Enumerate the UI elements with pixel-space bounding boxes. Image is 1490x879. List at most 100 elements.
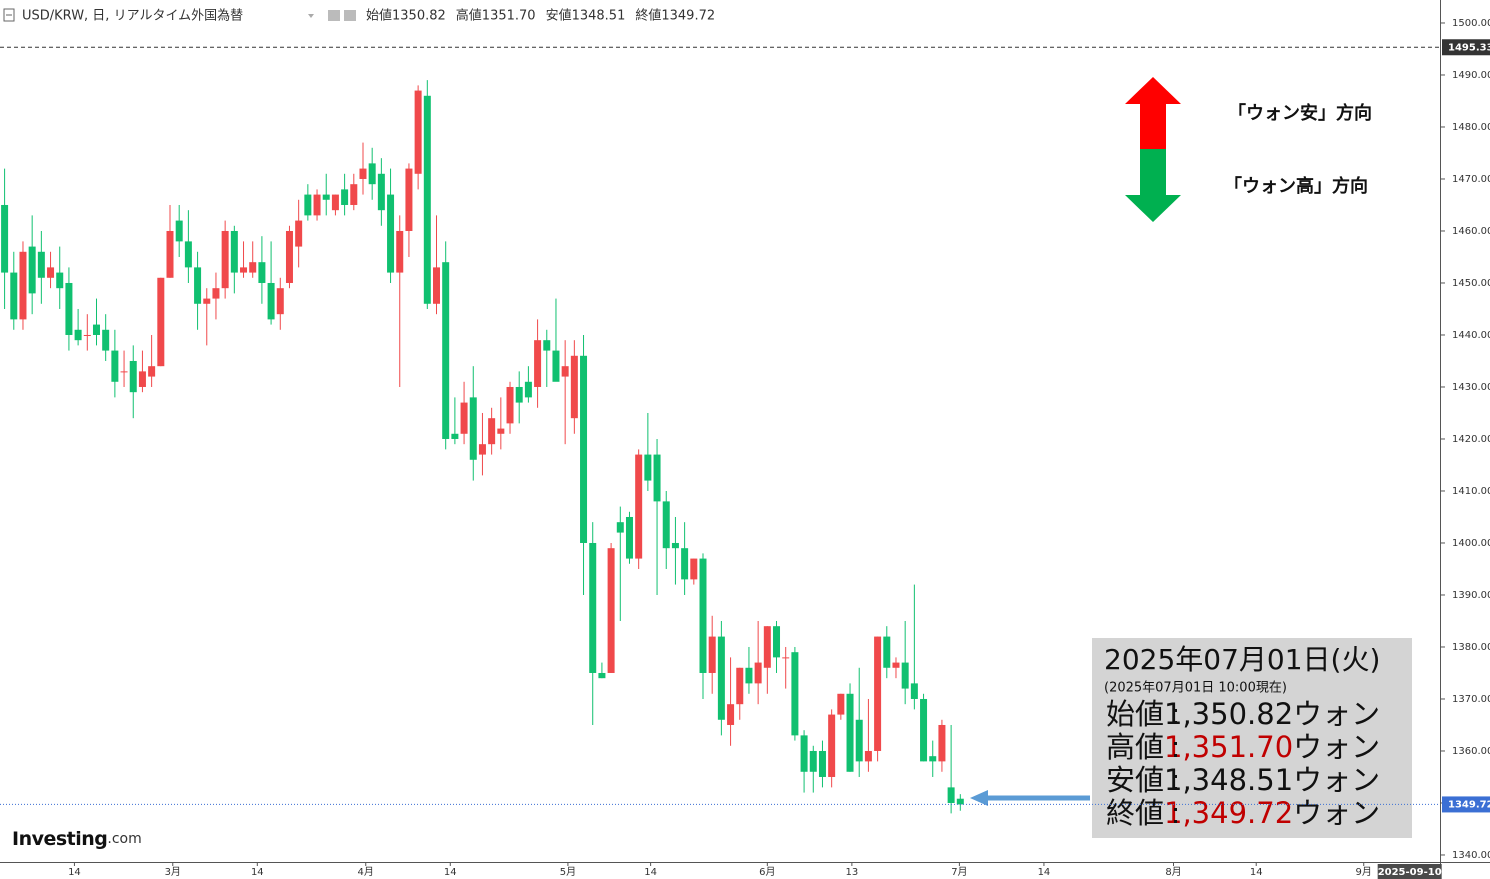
candle-body xyxy=(864,750,872,762)
x-tick-label: 7月 xyxy=(951,866,967,878)
candle-body xyxy=(699,558,707,673)
candle-body xyxy=(736,667,744,705)
candle-body xyxy=(92,324,100,335)
candle-body xyxy=(809,750,817,772)
candle-body xyxy=(304,194,312,216)
candle-body xyxy=(616,522,624,533)
info-row-value: 1,351.70 xyxy=(1164,730,1293,764)
candle-body xyxy=(635,454,643,559)
y-tick-label: 1410.00 xyxy=(1452,486,1490,497)
candle-body xyxy=(433,267,441,304)
candle-body xyxy=(423,95,431,304)
candle-body xyxy=(405,168,413,231)
candle-body xyxy=(818,750,826,777)
candle-body xyxy=(598,672,606,679)
candle-body xyxy=(754,662,762,684)
x-tick-label: 9月 xyxy=(1356,866,1372,878)
candle-body xyxy=(552,350,560,382)
candle-body xyxy=(331,194,339,211)
candle-body xyxy=(295,220,303,247)
candle-body xyxy=(791,652,799,736)
candle-body xyxy=(203,298,211,304)
separator-dot xyxy=(1174,775,1177,778)
separator-dot xyxy=(1174,754,1177,757)
header-field-label: 終値 xyxy=(635,8,661,24)
header-field-label: 始値 xyxy=(366,8,392,24)
candle-body xyxy=(653,454,661,502)
candle-body xyxy=(846,693,854,772)
candle-body xyxy=(644,454,652,481)
candle-body xyxy=(681,548,689,580)
candle-body xyxy=(543,340,551,351)
candle-body xyxy=(194,267,202,304)
candle-body xyxy=(837,693,845,715)
candle-body xyxy=(773,626,781,658)
candle-body xyxy=(589,542,597,673)
header-fields: 始値 1350.82 高値 1351.70 安値 1348.51 終値 1349.72 xyxy=(366,8,715,24)
collapse-icon[interactable] xyxy=(3,8,15,22)
y-tick-label: 1460.00 xyxy=(1452,226,1490,237)
logo-suffix: .com xyxy=(107,831,141,847)
candle-body xyxy=(341,189,349,205)
hide-icon[interactable] xyxy=(344,10,356,21)
candle-body xyxy=(65,282,73,335)
candle-body xyxy=(47,267,55,278)
candle-body xyxy=(212,288,220,299)
candle-body xyxy=(717,636,725,720)
candle-body xyxy=(763,626,771,668)
candle-body xyxy=(782,657,790,659)
candle-body xyxy=(727,704,735,725)
candle-body xyxy=(414,90,422,174)
candle-body xyxy=(442,262,450,439)
price-tag-label: 1349.72 xyxy=(1448,799,1490,810)
candle-body xyxy=(580,355,588,543)
candle-body xyxy=(901,662,909,689)
info-row-value: 1,350.82 xyxy=(1164,697,1293,731)
candle-body xyxy=(240,267,248,273)
y-tick-label: 1390.00 xyxy=(1452,590,1490,601)
info-row-value: 1,348.51 xyxy=(1164,763,1293,797)
candle-body xyxy=(102,329,110,351)
x-tick-label: 3月 xyxy=(165,866,181,878)
candle-body xyxy=(607,548,615,673)
candle-body xyxy=(874,636,882,751)
x-tick-label: 5月 xyxy=(560,866,576,878)
candle-body xyxy=(377,173,385,211)
candle-body xyxy=(157,277,165,367)
candle-body xyxy=(671,542,679,549)
x-tick-label: 8月 xyxy=(1165,866,1181,878)
logo: Investing.com xyxy=(12,828,142,850)
y-tick-label: 1420.00 xyxy=(1452,434,1490,445)
candle-body xyxy=(28,246,36,294)
y-tick-label: 1490.00 xyxy=(1452,70,1490,81)
candle-body xyxy=(892,662,900,668)
header-field-value: 1350.82 xyxy=(392,9,446,24)
candle-body xyxy=(276,288,284,315)
candle-body xyxy=(488,418,496,445)
dropdown-caret[interactable] xyxy=(308,14,314,18)
header-field-value: 1349.72 xyxy=(661,9,715,24)
candle-body xyxy=(285,230,293,283)
price-tag xyxy=(1442,39,1490,56)
y-tick-label: 1480.00 xyxy=(1452,122,1490,133)
candle-body xyxy=(19,251,27,320)
candle-body xyxy=(267,282,275,320)
settings-icon[interactable] xyxy=(328,10,340,21)
pointer-arrow-head xyxy=(970,790,988,806)
y-tick-label: 1370.00 xyxy=(1452,694,1490,705)
candle-body xyxy=(148,366,156,377)
candle-body xyxy=(745,667,753,684)
down-arrow xyxy=(1125,149,1181,222)
header-title: USD/KRW, 日, リアルタイム外国為替 xyxy=(22,8,243,24)
candle-body xyxy=(910,683,918,699)
info-row-unit: ウォン xyxy=(1293,796,1380,830)
info-row: 高値1,351.70ウォン xyxy=(1106,730,1380,764)
candle-body xyxy=(221,230,229,289)
candle-body xyxy=(129,360,137,393)
info-row-label: 終値 xyxy=(1106,796,1164,830)
candle-body xyxy=(111,350,119,382)
x-tick-label: 14 xyxy=(644,867,657,878)
info-row-label: 始値 xyxy=(1106,697,1164,731)
candle-body xyxy=(800,735,808,772)
